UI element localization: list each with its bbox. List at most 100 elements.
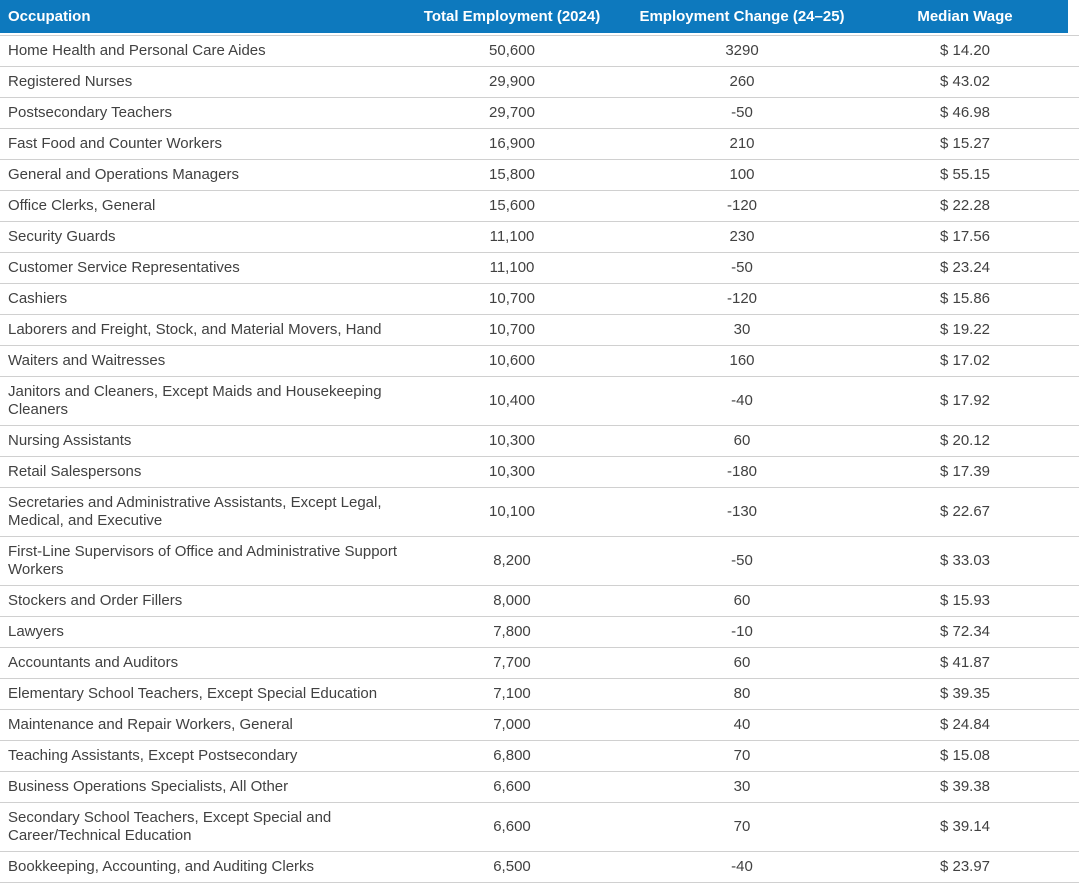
table-row: Cashiers 10,700 -120 $ 15.86 [0,284,1079,315]
table-row: Accountants and Auditors 7,700 60 $ 41.8… [0,648,1079,679]
table-row: Postsecondary Teachers 29,700 -50 $ 46.9… [0,98,1079,129]
total-employment-cell: 8,200 [493,552,531,569]
median-wage-cell: $ 15.27 [939,135,991,152]
occupation-cell: Lawyers [8,623,64,640]
median-wage-cell: $ 15.93 [939,592,991,609]
median-wage-cell: $ 55.15 [939,166,991,183]
total-employment-cell: 50,600 [489,42,535,59]
column-header-median-wage: Median Wage [917,8,1013,25]
total-employment-cell: 6,600 [493,818,531,835]
employment-change-cell: -130 [726,503,758,520]
occupation-cell: Nursing Assistants [8,432,132,449]
table-row: Secondary School Teachers, Except Specia… [0,803,1079,852]
table-row: Maintenance and Repair Workers, General … [0,710,1079,741]
total-employment-cell: 10,700 [489,321,535,338]
table-row: First-Line Supervisors of Office and Adm… [0,537,1079,586]
employment-change-cell: 230 [729,228,755,245]
total-employment-cell: 7,000 [493,716,531,733]
table-body: Home Health and Personal Care Aides 50,6… [0,35,1079,883]
median-wage-cell: $ 15.08 [939,747,991,764]
occupation-cell: Postsecondary Teachers [8,104,172,121]
total-employment-cell: 16,900 [489,135,535,152]
total-employment-cell: 10,100 [489,503,535,520]
table-row: Laborers and Freight, Stock, and Materia… [0,315,1079,346]
employment-change-cell: -180 [726,463,758,480]
median-wage-cell: $ 20.12 [939,432,991,449]
employment-change-cell: -40 [731,858,753,875]
column-header-employment-change: Employment Change (24–25) [639,8,845,25]
occupation-cell: First-Line Supervisors of Office and Adm… [8,543,398,578]
total-employment-cell: 10,600 [489,352,535,369]
employment-change-cell: 260 [729,73,755,90]
occupation-cell: Retail Salespersons [8,463,142,480]
median-wage-cell: $ 22.67 [939,503,991,520]
occupation-cell: Cashiers [8,290,68,307]
total-employment-cell: 7,700 [493,654,531,671]
employment-change-cell: 30 [733,778,751,795]
occupation-cell: Laborers and Freight, Stock, and Materia… [8,321,382,338]
total-employment-cell: 15,800 [489,166,535,183]
median-wage-cell: $ 14.20 [939,42,991,59]
column-header-total-employment: Total Employment (2024) [423,8,601,25]
total-employment-cell: 11,100 [489,259,535,276]
median-wage-cell: $ 15.86 [939,290,991,307]
total-employment-cell: 10,300 [489,463,535,480]
occupation-cell: Elementary School Teachers, Except Speci… [8,685,378,702]
median-wage-cell: $ 17.39 [939,463,991,480]
employment-change-cell: 60 [733,592,751,609]
total-employment-cell: 29,700 [489,104,535,121]
median-wage-cell: $ 39.35 [939,685,991,702]
median-wage-cell: $ 41.87 [939,654,991,671]
total-employment-cell: 6,500 [493,858,531,875]
table-row: Lawyers 7,800 -10 $ 72.34 [0,617,1079,648]
employment-change-cell: 40 [733,716,751,733]
total-employment-cell: 7,800 [493,623,531,640]
table-row: Customer Service Representatives 11,100 … [0,253,1079,284]
occupation-cell: Home Health and Personal Care Aides [8,42,266,59]
employment-change-cell: -50 [731,552,753,569]
median-wage-cell: $ 17.02 [939,352,991,369]
employment-change-cell: -40 [731,392,753,409]
median-wage-cell: $ 46.98 [939,104,991,121]
table-row: Janitors and Cleaners, Except Maids and … [0,377,1079,426]
total-employment-cell: 6,600 [493,778,531,795]
occupation-cell: Office Clerks, General [8,197,156,214]
table-row: Retail Salespersons 10,300 -180 $ 17.39 [0,457,1079,488]
occupation-cell: General and Operations Managers [8,166,239,183]
table-row: Stockers and Order Fillers 8,000 60 $ 15… [0,586,1079,617]
table-row: Business Operations Specialists, All Oth… [0,772,1079,803]
employment-change-cell: 70 [733,818,751,835]
occupation-cell: Bookkeeping, Accounting, and Auditing Cl… [8,858,315,875]
table-row: Registered Nurses 29,900 260 $ 43.02 [0,67,1079,98]
occupation-cell: Security Guards [8,228,116,245]
occupation-cell: Registered Nurses [8,73,133,90]
occupation-cell: Stockers and Order Fillers [8,592,183,609]
occupation-cell: Secondary School Teachers, Except Specia… [8,809,332,844]
employment-change-cell: 60 [733,654,751,671]
employment-change-cell: 160 [729,352,755,369]
table-row: Bookkeeping, Accounting, and Auditing Cl… [0,852,1079,883]
employment-change-cell: -120 [726,290,758,307]
median-wage-cell: $ 23.97 [939,858,991,875]
employment-change-cell: 70 [733,747,751,764]
employment-change-cell: -10 [731,623,753,640]
occupation-cell: Maintenance and Repair Workers, General [8,716,293,733]
column-header-occupation: Occupation [8,8,91,25]
median-wage-cell: $ 22.28 [939,197,991,214]
total-employment-cell: 10,700 [489,290,535,307]
employment-change-cell: -50 [731,104,753,121]
occupation-cell: Waiters and Waitresses [8,352,166,369]
table-row: Fast Food and Counter Workers 16,900 210… [0,129,1079,160]
employment-change-cell: -50 [731,259,753,276]
table-row: Office Clerks, General 15,600 -120 $ 22.… [0,191,1079,222]
table-header-row: Occupation Total Employment (2024) Emplo… [0,0,1068,33]
occupation-cell: Business Operations Specialists, All Oth… [8,778,289,795]
employment-change-cell: 30 [733,321,751,338]
total-employment-cell: 15,600 [489,197,535,214]
total-employment-cell: 10,400 [489,392,535,409]
total-employment-cell: 7,100 [493,685,531,702]
employment-change-cell: 80 [733,685,751,702]
table-row: Waiters and Waitresses 10,600 160 $ 17.0… [0,346,1079,377]
occupation-cell: Secretaries and Administrative Assistant… [8,494,382,529]
